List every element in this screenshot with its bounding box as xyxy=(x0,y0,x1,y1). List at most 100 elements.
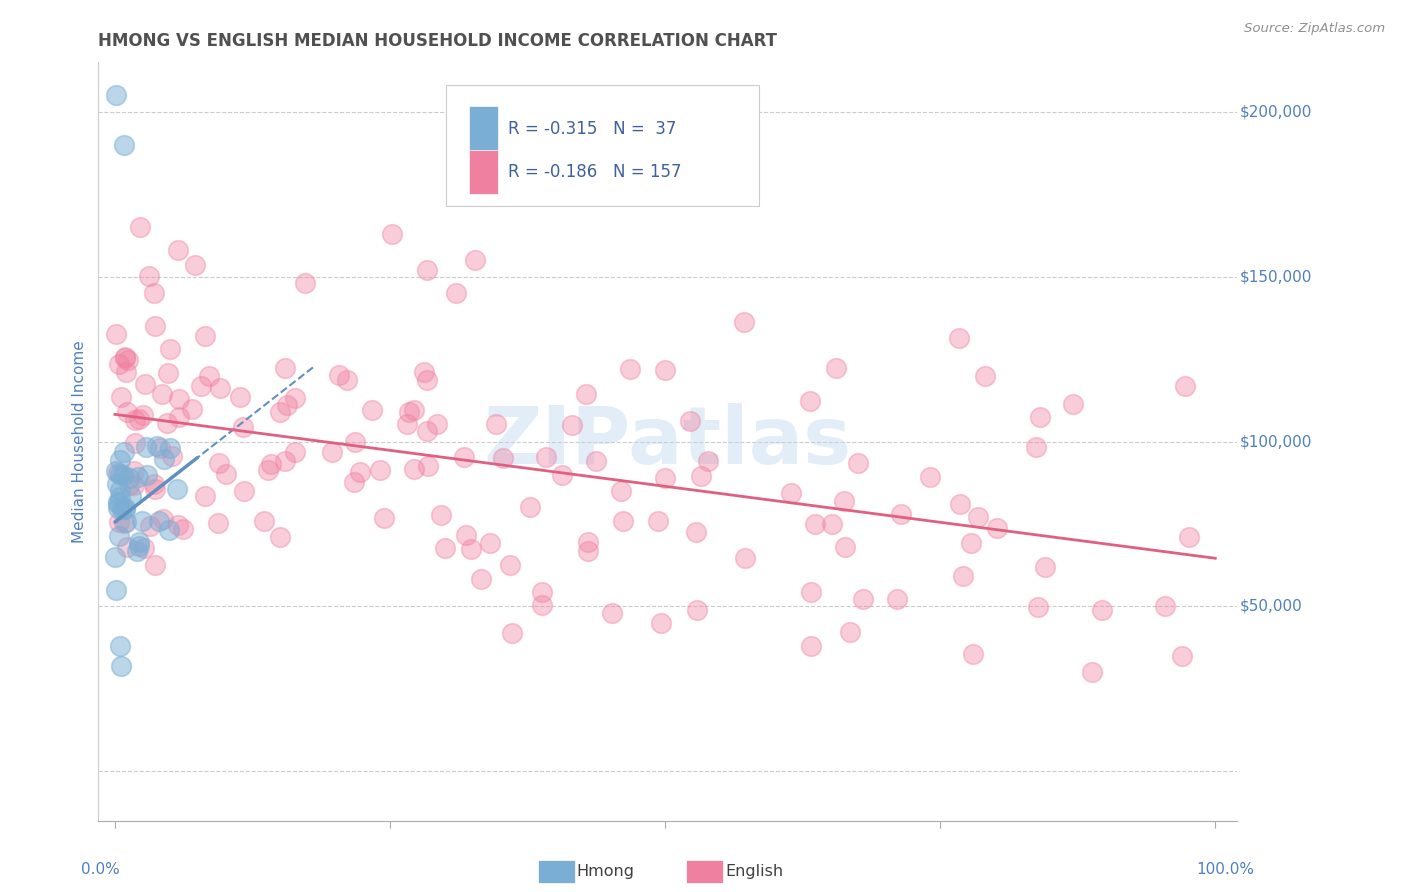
Point xyxy=(256,463,278,477)
Point xyxy=(107,497,129,511)
Point xyxy=(108,357,131,371)
Point xyxy=(124,413,146,427)
Point xyxy=(157,523,180,537)
Point xyxy=(949,497,972,511)
Text: $200,000: $200,000 xyxy=(1240,104,1312,120)
Point xyxy=(104,582,127,597)
Point xyxy=(127,469,149,483)
Point xyxy=(135,468,157,483)
Point xyxy=(274,454,297,468)
Point xyxy=(110,467,132,481)
Point xyxy=(804,517,827,532)
Text: 100.0%: 100.0% xyxy=(1197,863,1254,878)
Point xyxy=(111,502,134,516)
FancyBboxPatch shape xyxy=(468,106,498,151)
Point xyxy=(886,592,908,607)
Point xyxy=(294,277,316,291)
Point xyxy=(426,417,449,431)
Point xyxy=(834,541,856,555)
Point xyxy=(460,541,482,556)
Point xyxy=(284,445,307,459)
FancyBboxPatch shape xyxy=(446,85,759,207)
Point xyxy=(167,392,190,406)
Point xyxy=(349,465,371,479)
Point xyxy=(108,529,131,543)
Text: $150,000: $150,000 xyxy=(1240,269,1312,285)
Point xyxy=(453,450,475,464)
Point xyxy=(336,373,359,387)
Point xyxy=(107,501,129,516)
Point xyxy=(690,469,713,483)
Point xyxy=(134,377,156,392)
Point xyxy=(1029,410,1052,425)
Point xyxy=(118,478,141,492)
Point xyxy=(124,435,146,450)
Point xyxy=(499,558,522,573)
Text: Source: ZipAtlas.com: Source: ZipAtlas.com xyxy=(1244,22,1385,36)
Point xyxy=(418,459,440,474)
Text: ZIPatlas: ZIPatlas xyxy=(484,402,852,481)
Text: 0.0%: 0.0% xyxy=(82,863,120,878)
Point xyxy=(104,549,127,564)
Point xyxy=(585,454,607,468)
Point xyxy=(110,639,132,653)
Point xyxy=(153,452,176,467)
Point xyxy=(128,412,150,426)
Point xyxy=(269,405,291,419)
Point xyxy=(181,402,204,417)
Text: HMONG VS ENGLISH MEDIAN HOUSEHOLD INCOME CORRELATION CHART: HMONG VS ENGLISH MEDIAN HOUSEHOLD INCOME… xyxy=(98,32,778,50)
Point xyxy=(962,647,984,661)
Point xyxy=(232,419,254,434)
Point xyxy=(160,449,183,463)
Point xyxy=(233,483,256,498)
Point xyxy=(619,362,641,376)
Point xyxy=(685,524,707,539)
Point xyxy=(373,511,395,525)
Point xyxy=(918,470,941,484)
Point xyxy=(152,512,174,526)
Point xyxy=(112,137,135,152)
Point xyxy=(679,414,702,428)
Point xyxy=(166,482,188,496)
Point xyxy=(105,476,128,491)
Point xyxy=(1091,603,1114,617)
Point xyxy=(112,445,135,459)
Point xyxy=(576,535,599,549)
Point xyxy=(446,286,468,301)
Point xyxy=(146,439,169,453)
Point xyxy=(654,363,676,377)
Point xyxy=(148,514,170,528)
Point xyxy=(120,490,142,504)
Point xyxy=(800,585,823,599)
Text: Hmong: Hmong xyxy=(576,864,634,879)
Point xyxy=(259,458,281,472)
Point xyxy=(1170,648,1192,663)
Point xyxy=(190,379,212,393)
Point xyxy=(132,408,155,422)
Point xyxy=(114,500,136,515)
Text: R = -0.315   N =  37: R = -0.315 N = 37 xyxy=(509,120,676,138)
Text: English: English xyxy=(725,864,783,879)
Point xyxy=(115,541,138,555)
Point xyxy=(416,373,439,387)
Point xyxy=(117,352,139,367)
Point xyxy=(172,522,194,536)
Point xyxy=(122,478,145,492)
Point xyxy=(799,393,821,408)
Point xyxy=(986,521,1008,535)
Point xyxy=(402,462,425,476)
Point xyxy=(159,441,181,455)
Point xyxy=(150,387,173,401)
Point xyxy=(1028,600,1050,615)
Point xyxy=(198,368,221,383)
Point xyxy=(114,350,136,364)
Point xyxy=(107,466,129,480)
Point xyxy=(686,603,709,617)
Point xyxy=(824,360,846,375)
Point xyxy=(269,531,291,545)
Point xyxy=(1178,530,1201,544)
Point xyxy=(561,418,583,433)
Point xyxy=(110,658,132,673)
Point xyxy=(184,258,207,272)
Point xyxy=(143,476,166,491)
